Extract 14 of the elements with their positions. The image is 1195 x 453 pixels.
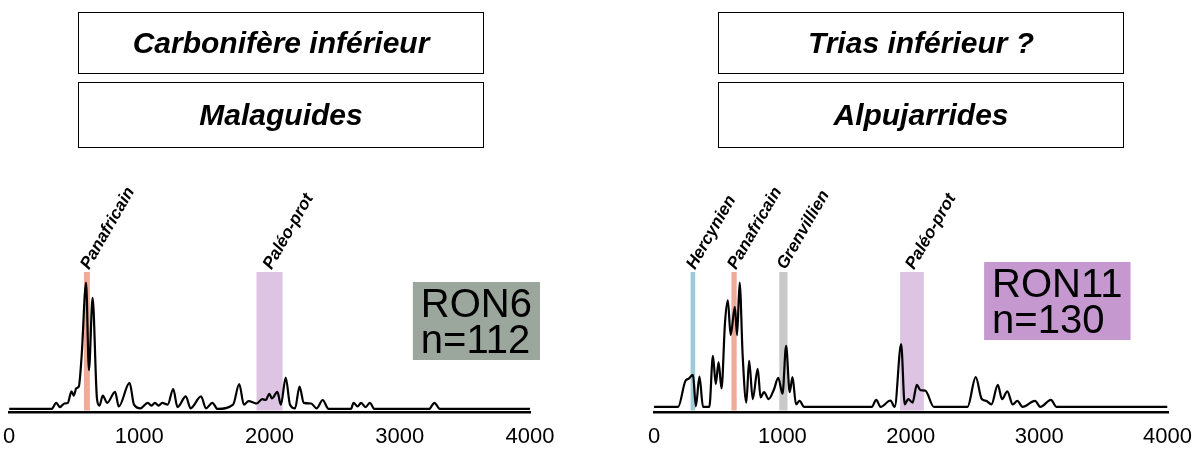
chart-title: Trias inférieur ? (718, 12, 1124, 74)
chart-subtitle: Alpujarrides (718, 82, 1124, 148)
x-tick-label: 4000 (505, 422, 555, 448)
x-tick-label: 0 (2, 422, 16, 448)
x-tick-label: 1000 (757, 422, 807, 448)
x-tick-label: 3000 (375, 422, 425, 448)
x-tick-label: 1000 (114, 422, 164, 448)
chart-subtitle: Malaguides (78, 82, 484, 148)
chart-title: Carbonifère inférieur (78, 12, 484, 74)
x-tick-label: 2000 (886, 422, 936, 448)
x-tick-label: 2000 (245, 422, 295, 448)
x-tick-label: 4000 (1143, 422, 1193, 448)
x-tick-label: 0 (647, 422, 661, 448)
x-tick-label: 3000 (1014, 422, 1064, 448)
